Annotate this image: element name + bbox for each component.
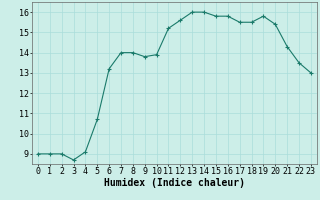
X-axis label: Humidex (Indice chaleur): Humidex (Indice chaleur) <box>104 178 245 188</box>
